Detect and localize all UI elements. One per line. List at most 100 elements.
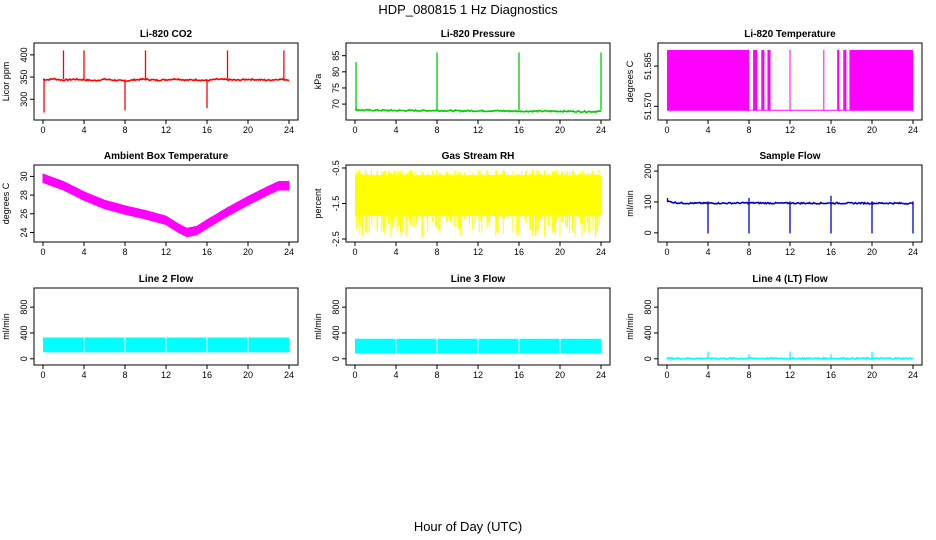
y-tick-label: 28 <box>19 190 29 200</box>
y-axis-label: kPa <box>313 74 323 90</box>
x-tick-label: 16 <box>514 247 524 257</box>
panel-1: Li-820 CO2 0 4 8 12 16 20 24 300 350 400 Licor ppm <box>1 29 299 135</box>
x-tick-label: 16 <box>202 247 212 257</box>
x-tick-label: 20 <box>867 370 877 380</box>
x-tick-label: 0 <box>664 370 669 380</box>
x-tick-label: 4 <box>705 370 710 380</box>
y-tick-label: 400 <box>19 325 29 340</box>
y-axis-label: ml/min <box>1 313 11 340</box>
y-tick-label: 51.585 <box>643 52 653 80</box>
x-tick-label: 12 <box>785 247 795 257</box>
panel-title: Gas Stream RH <box>442 151 515 162</box>
x-tick-label: 4 <box>393 247 398 257</box>
x-tick-label: 24 <box>284 125 294 135</box>
y-tick-label: 300 <box>19 92 29 107</box>
x-tick-label: 16 <box>826 247 836 257</box>
plot-frame <box>345 42 611 121</box>
y-tick-label: 800 <box>19 300 29 315</box>
x-axis-label: Hour of Day (UTC) <box>414 519 522 534</box>
y-tick-label: 0 <box>643 230 653 235</box>
panel-9: Line 4 (LT) Flow 0 4 8 12 16 20 24 0 400 800 ml/min <box>625 274 923 380</box>
y-tick-label: 51.570 <box>643 93 653 121</box>
panel-title: Li-820 Temperature <box>744 29 836 40</box>
x-tick-label: 24 <box>908 370 918 380</box>
x-tick-label: 12 <box>785 370 795 380</box>
x-tick-label: 0 <box>352 125 357 135</box>
plot-frame <box>33 164 299 243</box>
y-tick-label: 400 <box>643 325 653 340</box>
x-tick-label: 0 <box>40 247 45 257</box>
x-tick-label: 12 <box>161 125 171 135</box>
y-axis-label: degrees C <box>625 60 635 102</box>
y-axis-label: Licor ppm <box>1 62 11 102</box>
panel-title: Line 2 Flow <box>139 274 194 285</box>
band-segment <box>767 50 771 111</box>
x-tick-label: 8 <box>122 247 127 257</box>
band-segment <box>837 50 840 111</box>
y-tick-label: 400 <box>331 325 341 340</box>
data-layer <box>43 337 289 353</box>
band-segment <box>667 50 749 111</box>
data-layer <box>667 50 913 111</box>
x-tick-label: 4 <box>81 125 86 135</box>
x-tick-label: 8 <box>434 247 439 257</box>
y-tick-label: 0 <box>19 356 29 361</box>
x-tick-label: 8 <box>746 125 751 135</box>
x-tick-label: 16 <box>202 370 212 380</box>
x-tick-label: 8 <box>746 370 751 380</box>
data-layer <box>43 50 289 113</box>
x-tick-label: 24 <box>908 125 918 135</box>
y-axis-label: ml/min <box>625 190 635 217</box>
band-segment <box>849 50 913 111</box>
x-tick-label: 8 <box>122 370 127 380</box>
y-axis-label: degrees C <box>1 182 11 224</box>
x-tick-label: 4 <box>393 370 398 380</box>
panel-title: Line 4 (LT) Flow <box>752 274 828 285</box>
y-axis-label: percent <box>313 188 323 219</box>
panel-title: Li-820 CO2 <box>140 29 193 40</box>
x-tick-label: 4 <box>393 125 398 135</box>
x-tick-label: 16 <box>514 125 524 135</box>
data-layer <box>355 338 601 354</box>
y-tick-label: 100 <box>643 194 653 209</box>
x-tick-label: 20 <box>555 125 565 135</box>
data-layer <box>354 52 602 114</box>
x-tick-label: 0 <box>40 370 45 380</box>
x-tick-label: 4 <box>705 247 710 257</box>
x-tick-label: 20 <box>243 370 253 380</box>
panel-title: Sample Flow <box>759 151 820 162</box>
x-tick-label: 12 <box>473 247 483 257</box>
x-tick-label: 12 <box>785 125 795 135</box>
y-axis-label: ml/min <box>625 313 635 340</box>
x-tick-label: 0 <box>352 370 357 380</box>
x-tick-label: 0 <box>664 125 669 135</box>
x-tick-label: 8 <box>434 370 439 380</box>
x-tick-label: 20 <box>555 247 565 257</box>
panel-7: Line 2 Flow 0 4 8 12 16 20 24 0 400 800 ml/min <box>1 274 299 380</box>
y-tick-label: 75 <box>331 83 341 93</box>
x-tick-label: 24 <box>596 370 606 380</box>
band-segment <box>843 50 847 111</box>
x-tick-label: 4 <box>81 247 86 257</box>
series-line <box>43 77 289 83</box>
y-tick-label: 0 <box>331 356 341 361</box>
data-layer <box>42 173 290 238</box>
panel-title: Ambient Box Temperature <box>104 151 229 162</box>
band-segment <box>753 50 758 111</box>
x-tick-label: 4 <box>705 125 710 135</box>
panel-5: Gas Stream RH 0 4 8 12 16 20 24 -2.5 -1.5 -0.5 perc… <box>313 151 611 257</box>
y-tick-label: 85 <box>331 51 341 61</box>
series-band <box>42 173 290 238</box>
data-layer <box>666 351 914 361</box>
plot-frame <box>33 42 299 121</box>
x-tick-label: 24 <box>596 125 606 135</box>
y-tick-label: -0.5 <box>331 160 341 176</box>
y-tick-label: 24 <box>19 227 29 237</box>
y-tick-label: 400 <box>19 47 29 62</box>
y-tick-label: 80 <box>331 67 341 77</box>
band-segment <box>761 50 765 111</box>
y-tick-label: 70 <box>331 99 341 109</box>
panel-2: Li-820 Pressure 0 4 8 12 16 20 24 70 75 80 85 kPa <box>313 29 611 135</box>
